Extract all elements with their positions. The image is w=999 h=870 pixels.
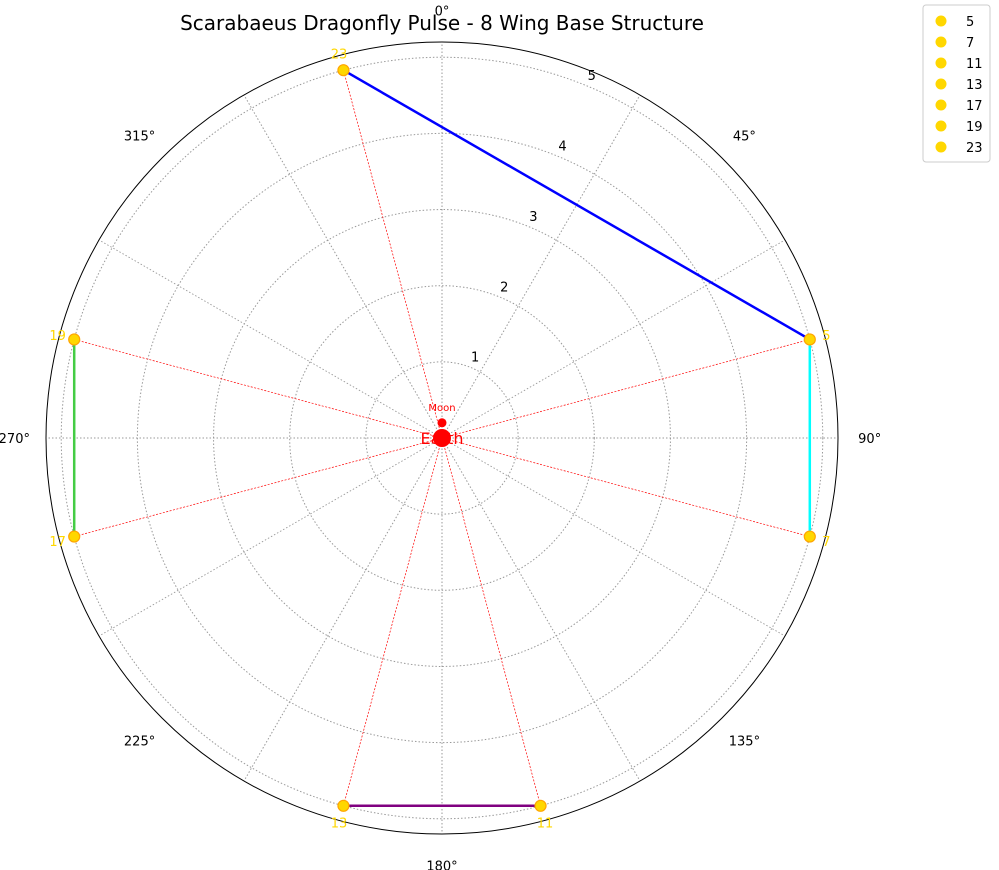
r-tick-label-4: 4 (558, 140, 566, 155)
legend-label-5: 5 (966, 15, 974, 30)
legend-label-13: 13 (966, 78, 983, 93)
theta-grid-line-60 (441, 239, 786, 439)
moon-marker (437, 418, 447, 428)
spoke-13 (343, 437, 443, 806)
legend-marker-11 (935, 57, 947, 69)
legend-label-17: 17 (966, 99, 983, 114)
theta-tick-label-270: 270° (0, 432, 30, 447)
r-grid-circle-1 (365, 361, 519, 515)
earth-label: Earth (421, 429, 464, 448)
legend-label-11: 11 (966, 57, 983, 72)
r-tick-label-3: 3 (529, 210, 537, 225)
point-label-7: 7 (822, 535, 830, 550)
r-tick-label-5: 5 (588, 69, 596, 84)
point-19 (68, 333, 81, 346)
point-label-17: 17 (49, 535, 66, 550)
theta-grid-line-30 (441, 94, 641, 439)
point-11 (534, 799, 547, 812)
r-grid-circle-2 (289, 285, 595, 591)
spoke-5 (441, 339, 810, 439)
point-label-5: 5 (822, 329, 830, 344)
spoke-23 (343, 70, 443, 439)
connection-23-5 (342, 69, 811, 341)
r-tick-label-2: 2 (500, 280, 508, 295)
legend-label-19: 19 (966, 120, 983, 135)
legend-label-7: 7 (966, 36, 974, 51)
theta-tick-label-90: 90° (858, 432, 881, 447)
legend: 5 7 11 13 17 19 23 (922, 4, 991, 163)
theta-grid-line-300 (98, 239, 443, 439)
spoke-7 (441, 437, 810, 537)
theta-tick-label-45: 45° (733, 130, 756, 145)
r-tick-label-1: 1 (471, 351, 479, 366)
point-13 (337, 799, 350, 812)
legend-marker-7 (935, 36, 947, 48)
chart-title: Scarabaeus Dragonfly Pulse - 8 Wing Base… (180, 11, 704, 35)
theta-grid-line-120 (441, 437, 786, 637)
moon-label: Moon (428, 403, 455, 414)
theta-tick-label-315: 315° (124, 130, 155, 145)
legend-marker-19 (935, 120, 947, 132)
point-label-11: 11 (537, 816, 554, 831)
spoke-17 (74, 437, 443, 537)
center-bodies: Moon Earth (421, 403, 464, 448)
legend-marker-17 (935, 99, 947, 111)
point-label-23: 23 (331, 48, 348, 63)
point-7 (803, 530, 816, 543)
theta-tick-label-0: 0° (435, 4, 450, 19)
theta-grid-line-150 (441, 437, 641, 782)
theta-grid-line-210 (243, 437, 443, 782)
polar-frame (45, 41, 839, 835)
radial-spokes (74, 70, 810, 806)
spoke-11 (441, 437, 541, 806)
theta-tick-label-135: 135° (729, 734, 760, 749)
legend-marker-5 (935, 15, 947, 27)
point-label-13: 13 (331, 816, 348, 831)
r-grid-circle-5 (60, 56, 824, 820)
legend-label-23: 23 (966, 141, 983, 156)
point-5 (803, 333, 816, 346)
theta-tick-label-180: 180° (426, 860, 457, 870)
earth-marker (433, 429, 451, 447)
legend-marker-13 (935, 78, 947, 90)
theta-tick-label-225: 225° (124, 734, 155, 749)
point-17 (68, 530, 81, 543)
point-23 (337, 64, 350, 77)
spoke-19 (74, 339, 443, 439)
wing-connections (72, 69, 812, 808)
theta-grid-line-330 (243, 94, 443, 439)
point-label-19: 19 (49, 329, 66, 344)
theta-grid-line-240 (98, 437, 443, 637)
legend-marker-23 (935, 141, 947, 153)
